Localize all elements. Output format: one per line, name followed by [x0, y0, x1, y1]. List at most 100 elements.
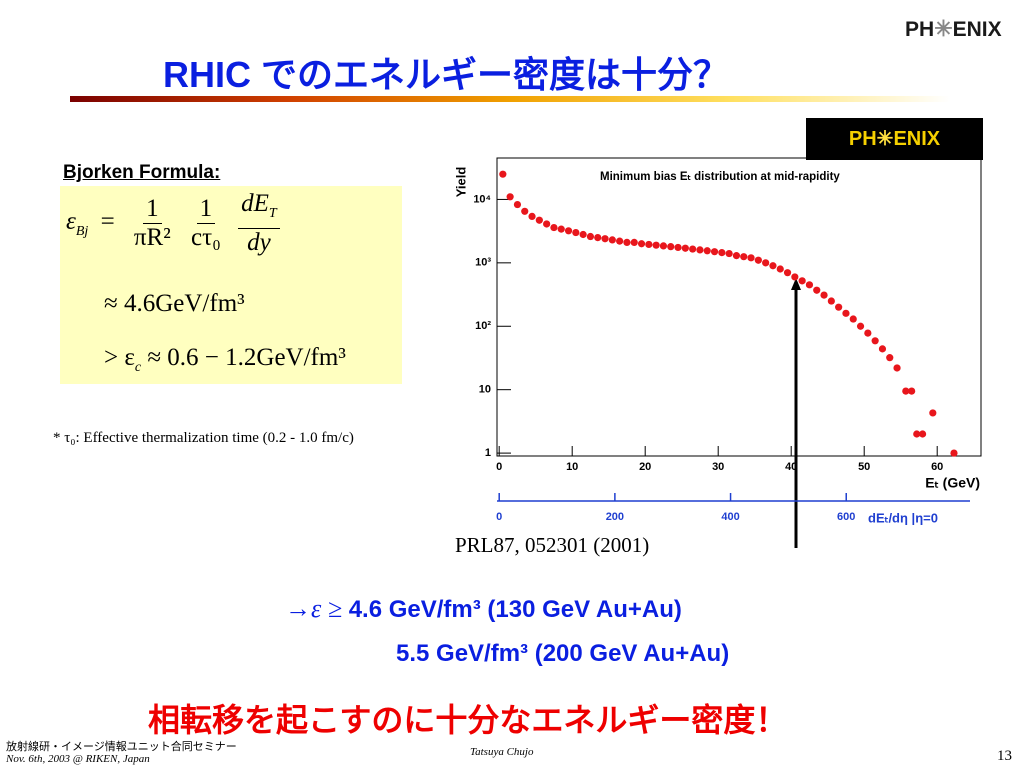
logo-text: PH	[848, 128, 877, 150]
fraction: 1 πR²	[131, 195, 174, 252]
conclusion-text: 4.6 GeV/fm³ (130 GeV Au+Au)	[348, 596, 682, 623]
data-point	[689, 245, 697, 253]
data-point	[849, 315, 857, 323]
formula-text: ≈ 0.6 − 1.2GeV/fm³	[147, 344, 346, 371]
x2-axis-label: dEₜ/dη |η=0	[868, 510, 938, 525]
slide-title: RHIC でのエネルギー密度は十分？	[163, 54, 729, 95]
x2-tick-label: 200	[606, 511, 624, 523]
data-point	[572, 228, 580, 237]
data-point	[747, 254, 755, 262]
data-point	[820, 291, 828, 299]
footer-author: Tatsuya Chujo	[470, 746, 534, 758]
data-point	[659, 242, 668, 250]
fraction: dET dy	[238, 190, 280, 257]
data-point	[506, 193, 514, 201]
footnote: * τ₀: Effective thermalization time (0.2…	[53, 430, 354, 446]
data-point	[667, 243, 675, 251]
logo: PH✳ENIX	[905, 16, 1002, 42]
logo-text: ENIX	[952, 18, 1002, 41]
formula-sub: c	[134, 360, 142, 375]
data-point	[886, 354, 894, 362]
plot-title: Minimum bias Eₜ distribution at mid-rapi…	[600, 171, 840, 183]
formula-equals: =	[100, 208, 115, 236]
conclusion-statement: 相転移を起こすのに十分なエネルギー密度！	[148, 702, 788, 738]
fraction: 1 cτ₀	[188, 195, 224, 252]
x2-tick-label: 600	[837, 511, 855, 523]
logo-text: ENIX	[893, 128, 941, 150]
x-tick-label: 60	[931, 461, 943, 473]
data-point	[710, 248, 719, 256]
data-point	[805, 281, 814, 289]
conclusion-line: →ε ≥ 4.6 GeV/fm³ (130 GeV Au+Au)	[285, 594, 682, 624]
logo-star: ✳	[934, 16, 953, 41]
x-tick-label: 30	[712, 461, 724, 473]
data-point	[798, 277, 806, 285]
x-tick-label: 10	[566, 461, 578, 473]
data-point	[842, 309, 850, 317]
data-point	[913, 430, 921, 438]
data-point	[513, 200, 522, 209]
denominator: dy	[247, 229, 271, 256]
data-point	[564, 227, 573, 235]
x-tick-label: 20	[639, 461, 651, 473]
numerator: dET	[238, 190, 280, 229]
data-point	[762, 259, 770, 267]
data-point	[696, 246, 704, 254]
data-point	[645, 240, 653, 249]
x-tick-label: 40	[785, 461, 797, 473]
data-point	[674, 243, 682, 252]
data-point	[908, 387, 916, 395]
data-point	[630, 238, 638, 247]
y-tick-label: 10²	[475, 320, 491, 332]
plot-frame	[496, 157, 982, 457]
data-point	[718, 249, 726, 257]
footer-event: 放射線研・イメージ情報ユニット合同セミナー	[6, 741, 237, 753]
logo-text: PH	[905, 18, 935, 41]
data-point	[732, 252, 741, 260]
y-tick-label: 10⁴	[473, 193, 491, 205]
formula-text: > ε	[104, 344, 135, 371]
data-point	[521, 207, 529, 215]
y-tick-label: 10	[479, 384, 491, 396]
data-point	[725, 249, 733, 258]
numerator: 1	[143, 195, 162, 224]
data-point	[586, 232, 595, 241]
data-point	[557, 225, 565, 233]
data-point	[652, 241, 660, 249]
data-point	[528, 212, 536, 220]
formula-line: εBj = 1 πR² 1 cτ₀ dET dy	[66, 190, 284, 257]
title-rule	[70, 96, 950, 102]
formula-box: εBj = 1 πR² 1 cτ₀ dET dy ≈ 4.6GeV/fm³ > εc …	[60, 186, 402, 384]
y-tick-label: 10³	[475, 257, 491, 269]
formula-heading: Bjorken Formula:	[63, 162, 221, 183]
formula-sub: Bj	[75, 224, 89, 240]
data-point	[871, 337, 879, 345]
data-point	[579, 230, 587, 239]
data-point	[740, 253, 748, 261]
data-point	[550, 223, 558, 232]
data-point	[594, 234, 602, 242]
formula-line: ≈ 4.6GeV/fm³	[104, 290, 245, 317]
x2-tick-label: 400	[721, 511, 739, 523]
data-point	[813, 286, 821, 294]
data-point	[769, 262, 777, 270]
data-point	[791, 273, 799, 281]
page-number: 13	[997, 748, 1012, 764]
data-point	[893, 364, 901, 372]
data-point	[864, 329, 872, 337]
arrow-symbol: →ε ≥	[285, 594, 343, 623]
denominator: cτ₀	[190, 224, 221, 251]
data-point	[499, 170, 507, 178]
data-point	[929, 409, 937, 417]
data-point	[783, 269, 792, 277]
denominator: πR²	[133, 224, 171, 251]
x-tick-label: 50	[858, 461, 870, 473]
logo-star: ✳	[876, 128, 894, 150]
data-point	[543, 220, 551, 228]
data-point	[703, 247, 711, 255]
data-point	[835, 303, 843, 311]
numerator-sub: T	[268, 206, 277, 221]
y-tick-label: 1	[485, 447, 491, 459]
